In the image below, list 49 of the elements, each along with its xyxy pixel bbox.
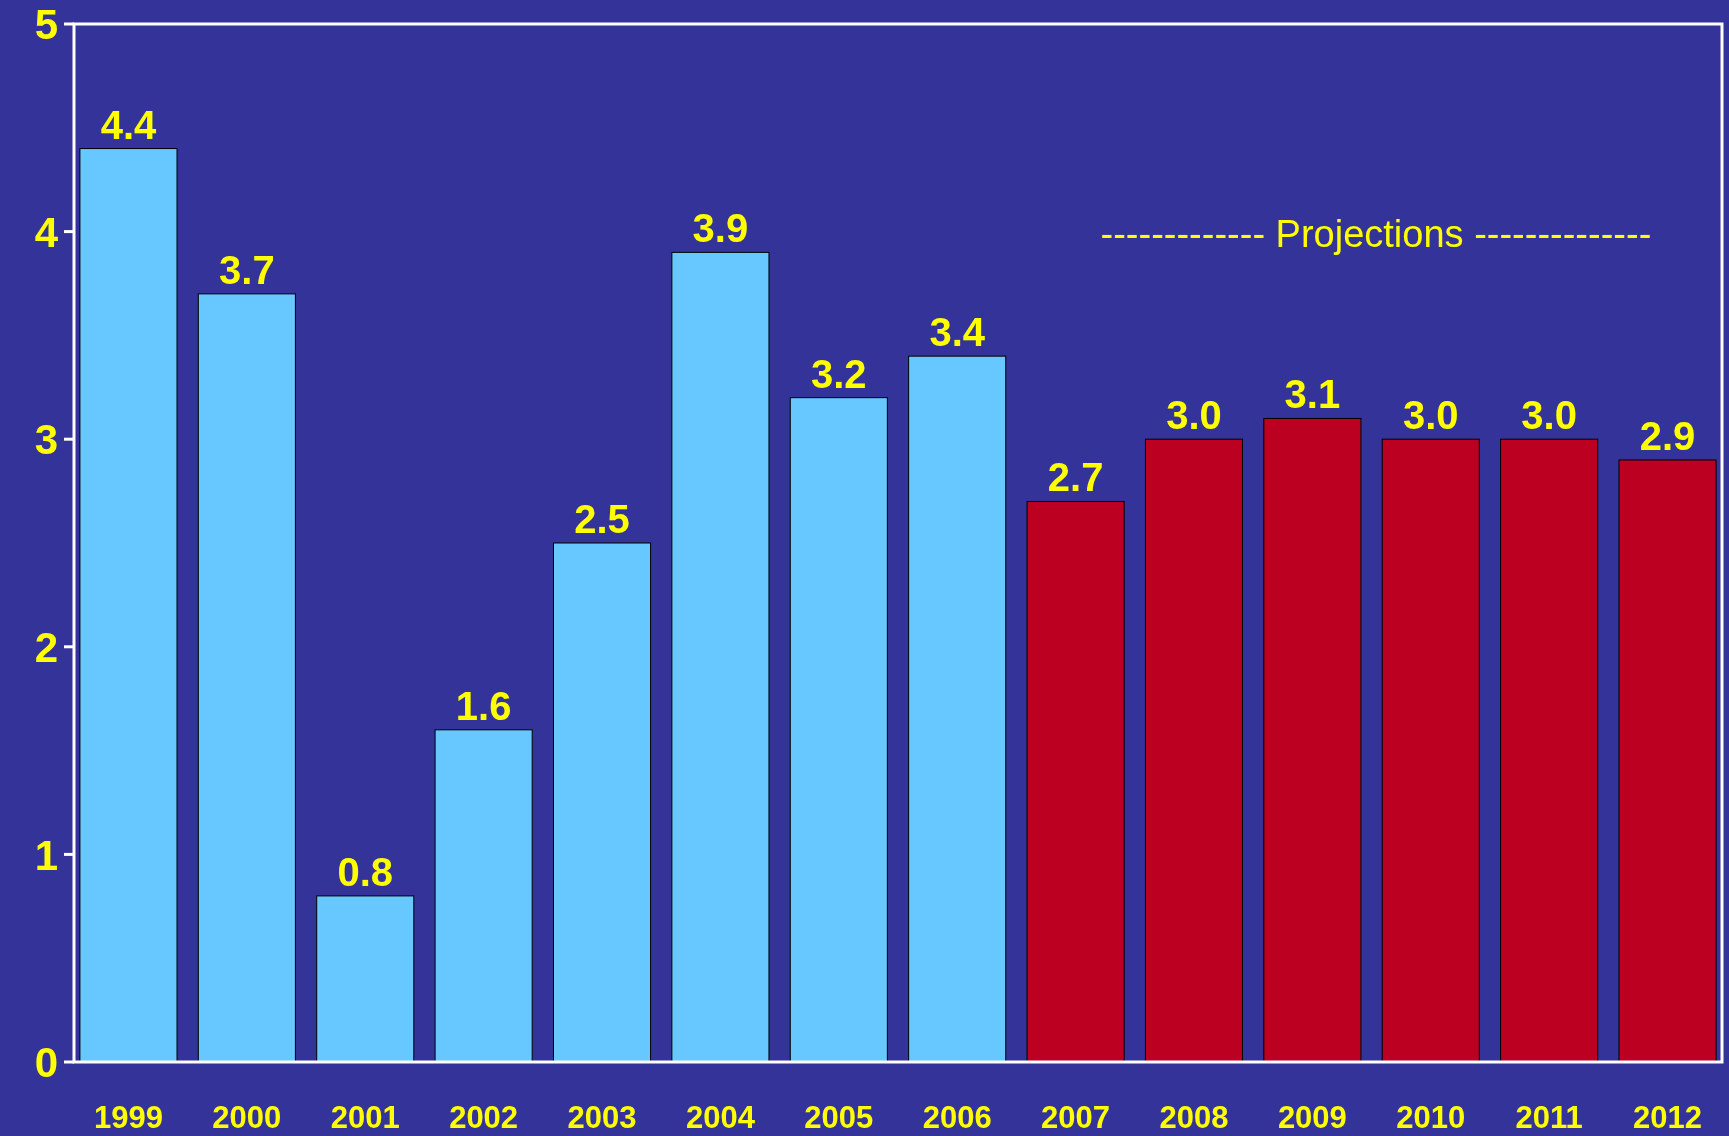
data-label: 2.5 [574,497,630,541]
x-tick-label: 2009 [1277,1100,1347,1135]
y-tick-label: 4 [34,208,59,256]
data-label: 2.7 [1047,455,1104,500]
bar [79,148,178,1063]
bar [908,355,1007,1063]
annotation: ------------- Projections -------------- [1100,213,1652,256]
bar [316,895,415,1063]
x-tick-label: 2001 [330,1100,400,1135]
data-label: 1.6 [455,683,512,728]
bar [1263,417,1362,1063]
data-label: 4.4 [100,102,158,147]
y-tick-label: 5 [34,1,58,49]
bar [434,729,533,1063]
x-tick-label: 2000 [212,1100,282,1135]
bar [197,293,296,1063]
x-tick-label: 2008 [1159,1100,1229,1135]
data-label: 3.0 [1521,393,1577,438]
x-tick-label: 2011 [1515,1100,1583,1135]
y-tick-label: 0 [34,1039,58,1087]
x-tick-label: 2003 [567,1100,637,1135]
data-label: 2.9 [1639,413,1696,458]
data-label: 3.1 [1284,372,1341,417]
bar [1500,438,1599,1063]
bar [552,542,652,1063]
data-label: 3.9 [692,206,749,251]
x-tick-label: 2012 [1633,1100,1703,1135]
x-tick-label: 2002 [449,1100,519,1135]
x-tick-label: 2005 [804,1100,874,1135]
y-tick-label: 1 [34,831,58,879]
data-label: 3.0 [1402,393,1459,438]
bar [1144,438,1244,1063]
data-label: 3.0 [1166,393,1222,438]
x-tick-label: 2010 [1396,1100,1466,1135]
bar [671,251,770,1063]
bar [789,397,888,1063]
bar [1381,438,1480,1063]
bar [1618,459,1717,1063]
x-tick-label: 2004 [685,1100,756,1135]
y-tick-label: 2 [34,623,58,671]
bar [1026,500,1125,1063]
y-tick-label: 3 [34,416,58,464]
data-label: 3.4 [929,310,986,355]
data-label: 0.8 [337,849,394,894]
x-tick-label: 1999 [93,1100,163,1135]
data-label: 3.7 [219,247,275,292]
x-tick-label: 2006 [922,1100,992,1135]
x-tick-label: 2007 [1041,1100,1111,1135]
data-label: 3.2 [811,351,867,396]
